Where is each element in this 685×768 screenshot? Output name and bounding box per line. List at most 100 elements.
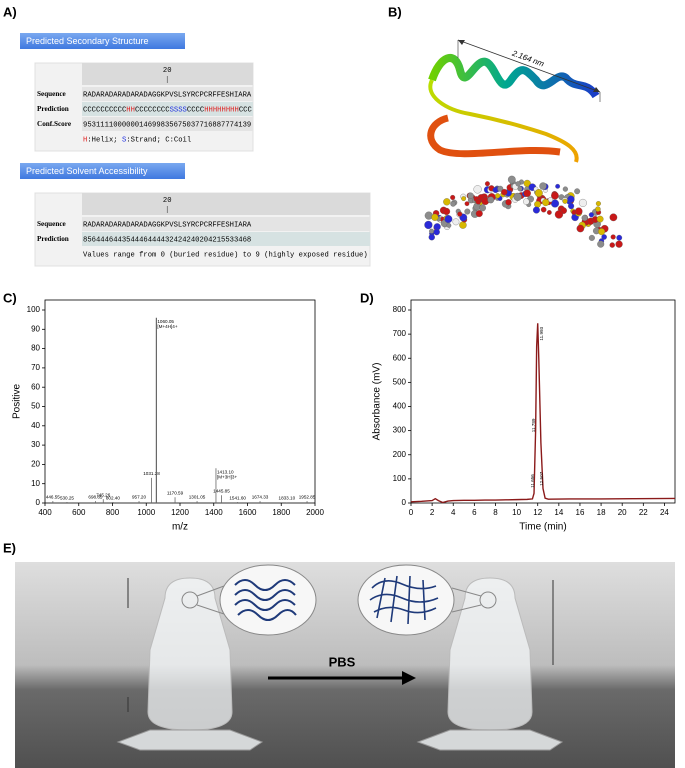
char: ; [157, 136, 161, 144]
y-tick-label: 80 [31, 344, 40, 353]
ribbon-helix [428, 54, 600, 99]
atom [574, 188, 581, 195]
atom [615, 240, 623, 248]
atom [517, 186, 523, 192]
peak-label: 446.55 [46, 494, 60, 499]
row-label: Sequence [37, 220, 66, 228]
y-tick-label: 0 [402, 498, 407, 507]
char: H [83, 136, 87, 144]
x-tick-label: 6 [472, 508, 477, 517]
atom [467, 192, 474, 199]
tube-body [447, 577, 533, 731]
peak-label: 1170.59 [167, 490, 184, 495]
atom [461, 196, 467, 202]
atom [431, 213, 439, 221]
peak-label: 11.993 [539, 326, 544, 340]
atom [452, 218, 460, 226]
char: l [187, 136, 191, 144]
atom [484, 181, 490, 187]
ion-label: [M+3H]3+ [217, 474, 237, 479]
zoom-line [196, 585, 225, 597]
zoom-line [196, 604, 225, 615]
atom [534, 189, 543, 198]
x-axis-label: m/z [172, 522, 188, 533]
atom [601, 234, 607, 240]
row-label: Sequence [37, 90, 66, 98]
atom [610, 234, 616, 240]
y-tick-label: 100 [393, 474, 407, 483]
char: S [122, 136, 126, 144]
char: d [152, 136, 156, 144]
row-value: 953111100000014699835675037716887774139 [83, 121, 251, 129]
char: l [100, 136, 104, 144]
peak-label: 530.25 [60, 495, 74, 500]
plot-frame [410, 299, 676, 504]
table-row [82, 217, 370, 231]
panel-label: A) [3, 4, 17, 19]
x-tick-label: 1000 [137, 508, 155, 517]
y-tick-label: 60 [31, 382, 40, 391]
zoom-spot [181, 591, 199, 609]
atom [588, 212, 594, 218]
atom [428, 234, 435, 241]
char: x [109, 136, 113, 144]
char: S [174, 106, 178, 114]
char: C [174, 136, 179, 144]
atom [450, 194, 456, 200]
char: H [213, 106, 217, 114]
section-title: Predicted Solvent Accessibility [26, 166, 148, 176]
table-row [82, 232, 370, 246]
zoom-line [451, 587, 482, 597]
atom [567, 195, 575, 203]
atom [609, 242, 615, 248]
atom [450, 201, 456, 207]
panel-label: E) [3, 540, 16, 555]
y-tick-label: 800 [393, 305, 407, 314]
char: H [234, 106, 238, 114]
y-tick-label: 20 [31, 460, 40, 469]
atom [446, 223, 452, 228]
y-axis-label: Positive [12, 384, 23, 419]
peak-label: 698.85 [88, 494, 102, 499]
atom [554, 210, 564, 219]
x-tick-label: 4 [451, 508, 456, 517]
atom [539, 182, 547, 190]
y-axis-label: Absorbance (mV) [372, 363, 383, 441]
char: : [126, 136, 130, 144]
peak-label: 957.20 [132, 494, 146, 499]
atom [595, 206, 601, 212]
atom [546, 210, 552, 215]
y-tick-label: 300 [393, 426, 407, 435]
y-tick-label: 50 [31, 402, 40, 411]
char: S [178, 106, 182, 114]
tube-flange [116, 729, 264, 751]
char: C [196, 106, 201, 114]
char: S [131, 136, 135, 144]
peak-label: 802.40 [106, 495, 120, 500]
char: H [209, 106, 213, 114]
section-title: Predicted Secondary Structure [26, 36, 149, 46]
char: H [126, 106, 130, 114]
char: C [239, 106, 244, 114]
atom [555, 183, 561, 189]
arrow-label: PBS [329, 654, 356, 669]
y-tick-label: 400 [393, 402, 407, 411]
char: S [183, 106, 187, 114]
atom [598, 228, 606, 236]
x-tick-label: 2 [430, 508, 435, 517]
atom [475, 198, 482, 205]
atom [495, 193, 501, 199]
panel-label: C) [3, 290, 17, 305]
char: C [96, 106, 101, 114]
char: : [87, 136, 91, 144]
peak-label: 11.789 [531, 418, 536, 432]
x-tick-label: 600 [72, 508, 86, 517]
char: C [83, 106, 88, 114]
char: H [217, 106, 221, 114]
tube [116, 564, 317, 751]
atom [576, 224, 585, 233]
line [410, 323, 676, 504]
char: H [226, 106, 230, 114]
y-tick-label: 30 [31, 440, 40, 449]
